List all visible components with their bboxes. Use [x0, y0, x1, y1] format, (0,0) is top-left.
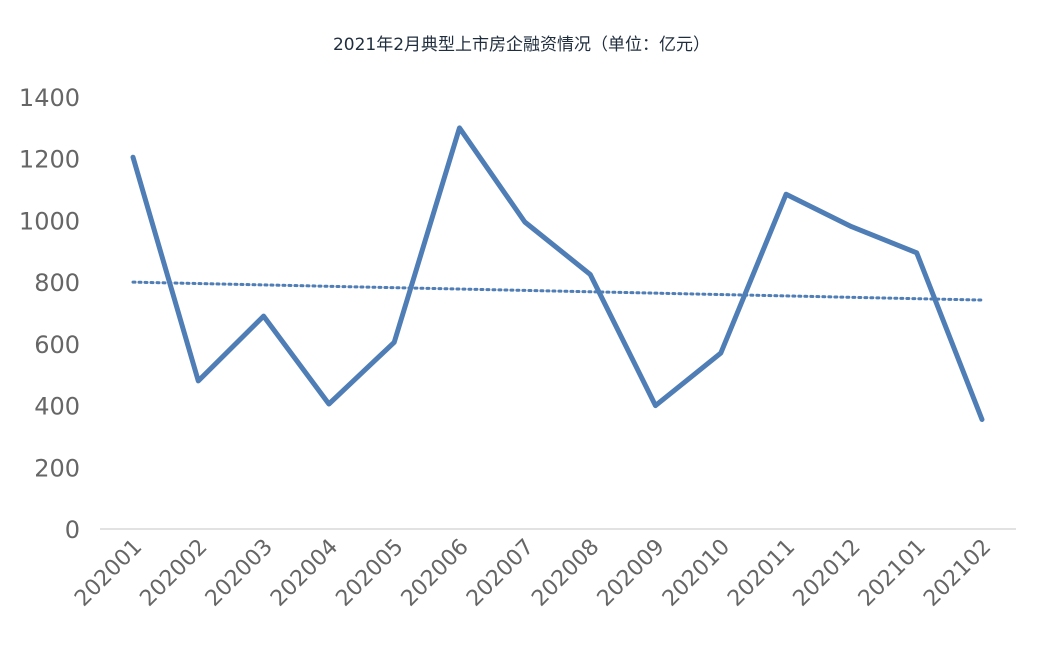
y-tick-label: 1400: [19, 84, 80, 112]
y-tick-label: 1000: [19, 207, 80, 235]
chart-title: 2021年2月典型上市房企融资情况（单位：亿元）: [332, 35, 711, 55]
x-tick-label: 202004: [266, 535, 343, 612]
y-tick-label: 600: [34, 331, 80, 359]
y-tick-label: 200: [34, 454, 80, 482]
x-tick-label: 202012: [789, 535, 866, 612]
x-tick-label: 202010: [658, 535, 735, 612]
series-line: [130, 125, 985, 422]
x-tick-label: 202011: [723, 535, 800, 612]
x-tick-label: 202003: [201, 535, 278, 612]
x-axis-ticks: 2020012020022020032020042020052020062020…: [70, 535, 996, 612]
y-tick-label: 1200: [19, 146, 80, 174]
x-tick-label: 202006: [397, 535, 474, 612]
x-tick-label: 202007: [462, 535, 539, 612]
y-tick-label: 800: [34, 269, 80, 297]
y-axis-ticks: 0 200 400 600 800 1000 1200 1400: [19, 84, 80, 544]
x-tick-label: 202005: [331, 535, 408, 612]
x-tick-label: 202002: [135, 535, 212, 612]
y-tick-label: 0: [65, 516, 80, 544]
trend-line: [131, 280, 984, 302]
x-tick-label: 202008: [527, 535, 604, 612]
x-tick-label: 202001: [70, 535, 147, 612]
x-tick-label: 202009: [593, 535, 670, 612]
x-tick-label: 202101: [854, 535, 931, 612]
x-tick-label: 202102: [919, 535, 996, 612]
y-tick-label: 400: [34, 393, 80, 421]
